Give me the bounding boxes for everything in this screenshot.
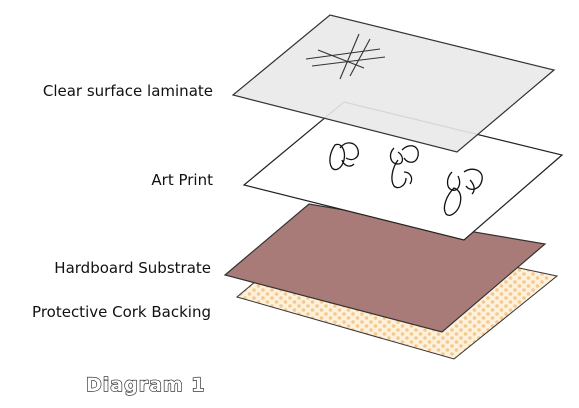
label-clear-laminate: Clear surface laminate: [42, 82, 213, 100]
print-artwork: [329, 142, 483, 216]
art-print-layer: [242, 101, 564, 241]
diagram-caption: Diagram 1: [85, 373, 206, 396]
laminate-reflection-marks: [305, 33, 386, 80]
label-art-print: Art Print: [151, 171, 213, 189]
label-hardboard-substrate: Hardboard Substrate: [54, 259, 211, 277]
clear-laminate-layer: [231, 14, 556, 153]
label-protective-cork-backing: Protective Cork Backing: [32, 303, 211, 321]
